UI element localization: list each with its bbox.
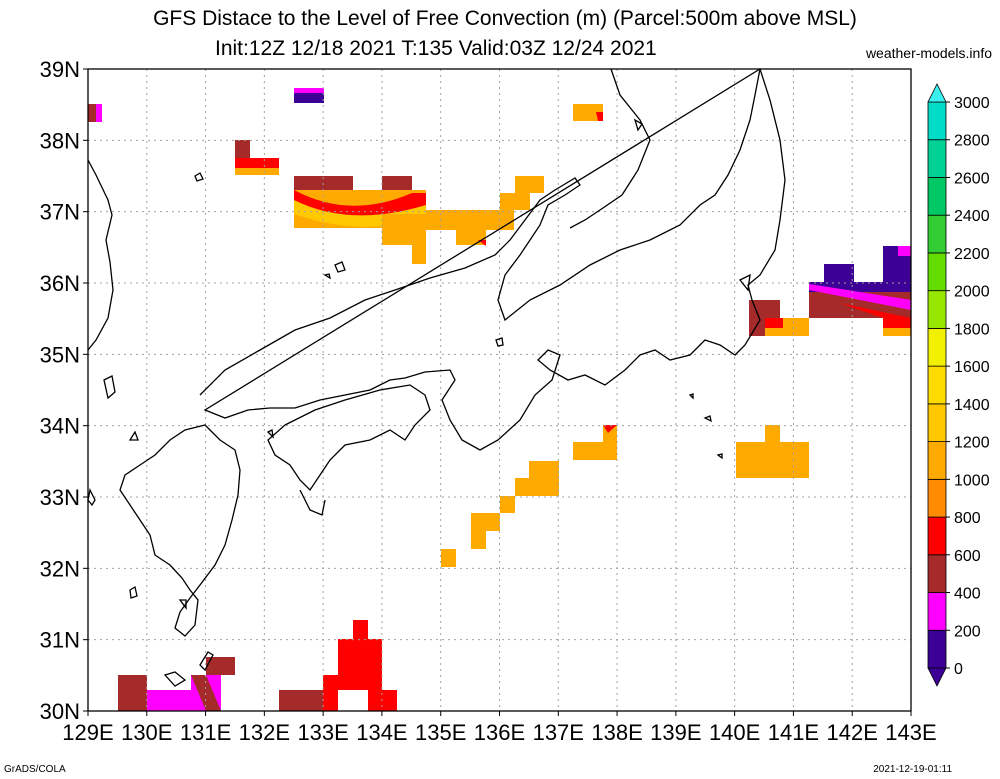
colorbar-label: 600 [954,548,981,565]
colorbar-label: 200 [954,623,981,640]
source-label: weather-models.info [865,45,992,61]
colorbar-label: 400 [954,586,981,603]
colorbar-under-arrow [927,667,947,687]
colorbar-swatch [927,214,947,254]
lon-tick-label: 135E [415,720,466,745]
colorbar-label: 3000 [954,95,990,112]
colorbar-swatch [927,403,947,443]
lon-tick-label: 132E [239,720,290,745]
colorbar-label: 1600 [954,359,990,376]
colorbar-swatch [927,516,947,556]
colorbar-swatch [927,177,947,216]
map-gridlines [88,69,911,711]
colorbar-label: 800 [954,510,981,527]
lon-tick-label: 136E [474,720,525,745]
colorbar-label: 2400 [954,208,990,225]
colorbar-swatch [927,441,947,480]
lat-tick-label: 36N [40,271,80,296]
colorbar-label: 1200 [954,435,990,452]
colorbar-label: 1800 [954,321,990,338]
longitude-labels: 129E 130E 131E 132E 133E 134E 135E 136E 137E 138E… [62,711,937,745]
lon-tick-label: 139E [650,720,701,745]
lon-tick-label: 133E [297,720,348,745]
colorbar-swatch [927,139,947,178]
lon-tick-label: 141E [768,720,819,745]
colorbar-swatch [927,290,947,329]
lat-tick-label: 30N [40,699,80,724]
lat-tick-label: 33N [40,485,80,510]
colorbar-label: 0 [954,661,963,678]
lat-tick-label: 34N [40,414,80,439]
grads-credit: GrADS/COLA [4,764,66,775]
colorbar-swatch [927,554,947,593]
lon-tick-label: 129E [62,720,113,745]
lat-tick-label: 38N [40,128,80,153]
coastlines [87,68,786,687]
lon-tick-label: 140E [709,720,760,745]
colorbar-label: 1000 [954,472,990,489]
lon-tick-label: 138E [591,720,642,745]
colorbar-swatch [927,629,947,669]
colorbar-label: 2000 [954,284,990,301]
colorbar-label: 2200 [954,246,990,263]
colorbar-swatch [927,592,947,631]
lat-tick-label: 35N [40,342,80,367]
lat-tick-label: 37N [40,200,80,225]
lon-tick-label: 137E [533,720,584,745]
colorbar-label: 2600 [954,170,990,187]
lon-tick-label: 130E [121,720,172,745]
colorbar-swatch [927,478,947,518]
colorbar-swatch [927,365,947,405]
lon-tick-label: 134E [356,720,407,745]
lat-tick-label: 32N [40,556,80,581]
colorbar-swatch [927,327,947,367]
lon-tick-label: 143E [885,720,936,745]
colorbar-over-arrow [927,83,947,103]
colorbar-swatch [927,252,947,292]
colorbar: 0 200 400 600 800 1000 1200 1400 1600 1800 2000 220… [927,83,990,687]
colorbar-label: 2800 [954,133,990,150]
lfc-field [88,88,911,711]
timestamp: 2021-12-19-01:11 [873,764,952,775]
chart-title: GFS Distace to the Level of Free Convect… [153,7,857,30]
lon-tick-label: 142E [827,720,878,745]
colorbar-label: 1400 [954,397,990,414]
lat-tick-label: 39N [40,57,80,82]
colorbar-swatch [927,101,947,141]
lat-tick-label: 31N [40,628,80,653]
init-valid-text: Init:12Z 12/18 2021 T:135 Valid:03Z 12/2… [215,37,657,60]
latitude-labels: 39N 38N 37N 36N 35N 34N 33N 32N 31N 30N [40,57,88,724]
lon-tick-label: 131E [180,720,231,745]
